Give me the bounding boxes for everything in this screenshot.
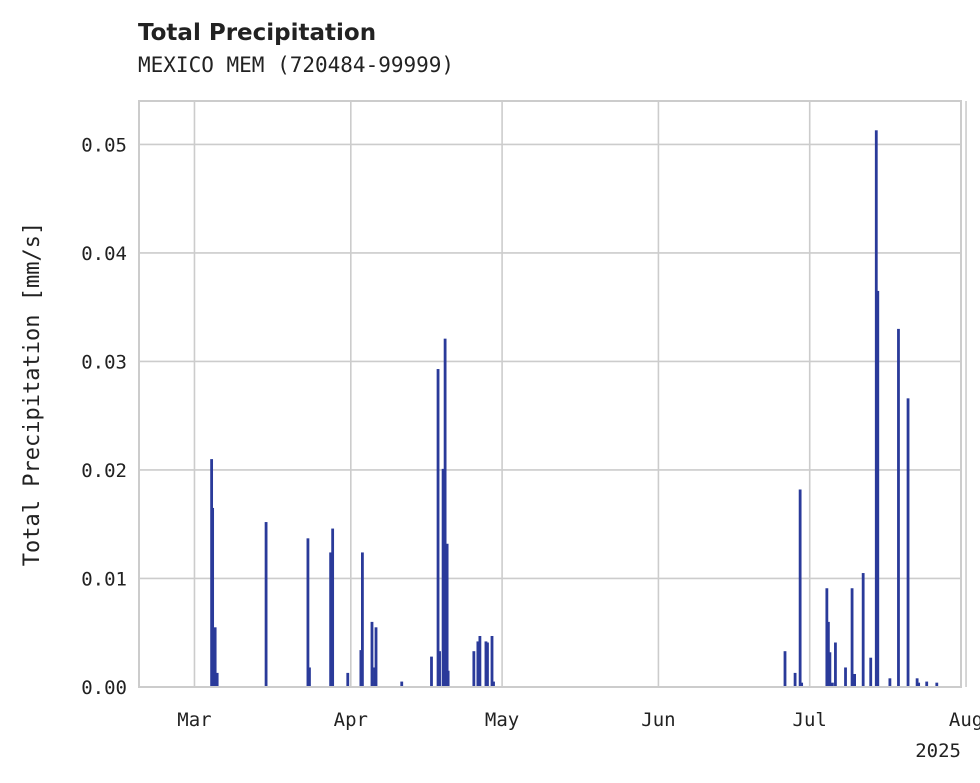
precip-bar	[441, 468, 445, 687]
x-tick-label: Mar	[177, 709, 211, 731]
precip-bar	[492, 681, 495, 687]
precip-bar	[215, 672, 219, 687]
x-tick-label: Aug	[949, 709, 980, 731]
precip-bar	[346, 672, 350, 687]
precip-bar	[834, 642, 837, 687]
precip-bar	[446, 670, 450, 687]
precip-bar	[486, 642, 489, 687]
y-tick-label: 0.05	[81, 134, 127, 156]
precip-bar	[850, 588, 854, 687]
precip-bar	[476, 641, 480, 687]
grid-lines	[139, 101, 967, 688]
precip-bar	[783, 651, 787, 687]
precip-bar	[906, 398, 910, 687]
y-tick-label: 0.04	[81, 243, 127, 265]
precip-bar	[484, 641, 488, 687]
y-axis-label: Total Precipitation [mm/s]	[20, 222, 45, 566]
precip-bar	[374, 627, 378, 687]
precip-bar	[430, 656, 433, 687]
precip-bar	[935, 682, 939, 687]
precip-bar	[798, 489, 802, 687]
precip-bar	[400, 681, 404, 687]
precip-bar	[211, 507, 215, 687]
precip-bar	[306, 538, 310, 687]
plot-frame	[138, 100, 962, 688]
x-tick-label: Jul	[793, 709, 827, 731]
precip-bar	[861, 573, 865, 687]
precip-bar	[472, 651, 476, 687]
precip-bar	[264, 522, 268, 687]
precip-bar	[370, 621, 374, 687]
y-tick-label: 0.03	[81, 351, 127, 373]
precip-bar	[361, 552, 364, 687]
chart-subtitle: MEXICO MEM (720484-99999)	[138, 53, 454, 77]
precip-bar	[853, 673, 856, 687]
precip-bar	[917, 682, 921, 687]
precip-bar	[844, 667, 847, 687]
precip-bar	[213, 627, 217, 687]
y-tick-label: 0.00	[81, 677, 127, 699]
y-axis-ticks: 0.00 0.01 0.02 0.03 0.04 0.05	[81, 134, 127, 699]
x-tick-label: Jun	[641, 709, 675, 731]
precip-bar	[897, 328, 900, 687]
precip-bar	[876, 290, 880, 687]
precip-bar	[826, 621, 830, 687]
precip-bar	[800, 682, 804, 687]
chart-title: Total Precipitation	[138, 20, 376, 46]
precip-bar	[825, 588, 829, 687]
precip-bar	[831, 682, 834, 687]
x-axis-ticks: Mar Apr May Jun Jul Aug	[177, 709, 980, 731]
precip-bar	[359, 650, 363, 687]
precip-bar	[915, 678, 919, 687]
year-label: 2025	[915, 740, 961, 762]
precip-bar	[478, 635, 482, 687]
precip-bar	[925, 681, 929, 687]
precip-bar	[438, 651, 441, 687]
bar-series	[210, 130, 939, 688]
precip-bar	[331, 528, 335, 687]
precip-bar	[308, 667, 311, 687]
y-tick-label: 0.02	[81, 460, 127, 482]
precip-bar	[869, 657, 873, 687]
precip-bar	[445, 543, 449, 687]
precip-bar	[329, 552, 333, 687]
precip-bar	[888, 678, 892, 687]
precip-bar	[828, 652, 832, 687]
precip-bar	[874, 130, 878, 688]
x-tick-label: Apr	[334, 709, 368, 731]
x-tick-label: May	[485, 709, 519, 731]
precip-bar	[490, 635, 494, 687]
precip-bar	[436, 369, 440, 687]
precip-bar	[443, 338, 447, 687]
precip-bar	[793, 672, 797, 687]
precip-bar	[373, 667, 376, 687]
y-tick-label: 0.01	[81, 568, 127, 590]
